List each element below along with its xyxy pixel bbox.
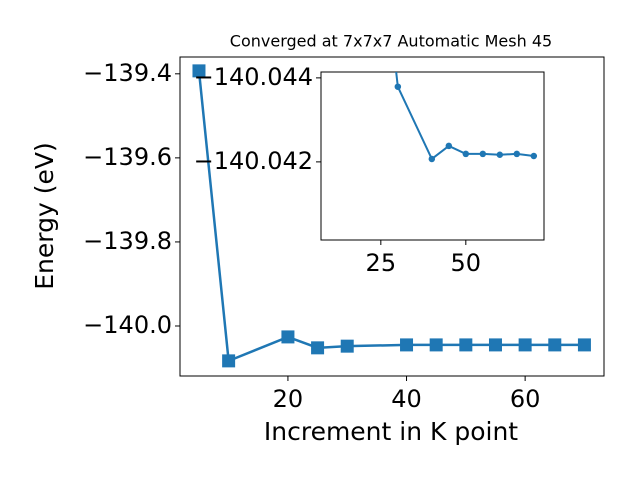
- y-tick-label: −140.042: [194, 147, 313, 175]
- data-point: [394, 83, 402, 90]
- data-point: [281, 330, 295, 344]
- data-point: [513, 150, 521, 158]
- data-point: [400, 338, 414, 352]
- x-tick-label: 20: [273, 385, 304, 413]
- y-tick-label: −140.0: [83, 311, 172, 339]
- data-point: [459, 338, 473, 352]
- x-tick-label: 25: [366, 249, 397, 277]
- y-axis-label: Energy (eV): [30, 142, 59, 289]
- data-point: [340, 339, 354, 353]
- data-point: [530, 152, 538, 160]
- data-point: [479, 150, 487, 158]
- data-point: [488, 338, 502, 352]
- y-tick-label: −140.044: [194, 63, 313, 91]
- plot-layer: [192, 64, 591, 368]
- x-axis-label: Increment in K point: [264, 417, 518, 446]
- data-point: [548, 338, 562, 352]
- plot-layer: [394, 72, 538, 163]
- data-point: [462, 150, 470, 158]
- y-tick-label: −139.6: [83, 143, 172, 171]
- x-tick-label: 40: [391, 385, 422, 413]
- data-point: [577, 338, 591, 352]
- data-point: [192, 64, 206, 78]
- y-tick-label: −139.4: [83, 59, 172, 87]
- data-point: [496, 151, 504, 158]
- data-point: [518, 338, 532, 352]
- x-tick-label: 50: [451, 249, 482, 277]
- data-point: [311, 341, 325, 355]
- y-tick-label: −139.8: [83, 227, 172, 255]
- data-point: [429, 338, 443, 352]
- chart-title: Converged at 7x7x7 Automatic Mesh 45: [230, 32, 552, 51]
- data-point: [445, 142, 453, 150]
- data-point: [428, 155, 436, 163]
- data-point: [222, 354, 236, 368]
- x-tick-label: 60: [510, 385, 541, 413]
